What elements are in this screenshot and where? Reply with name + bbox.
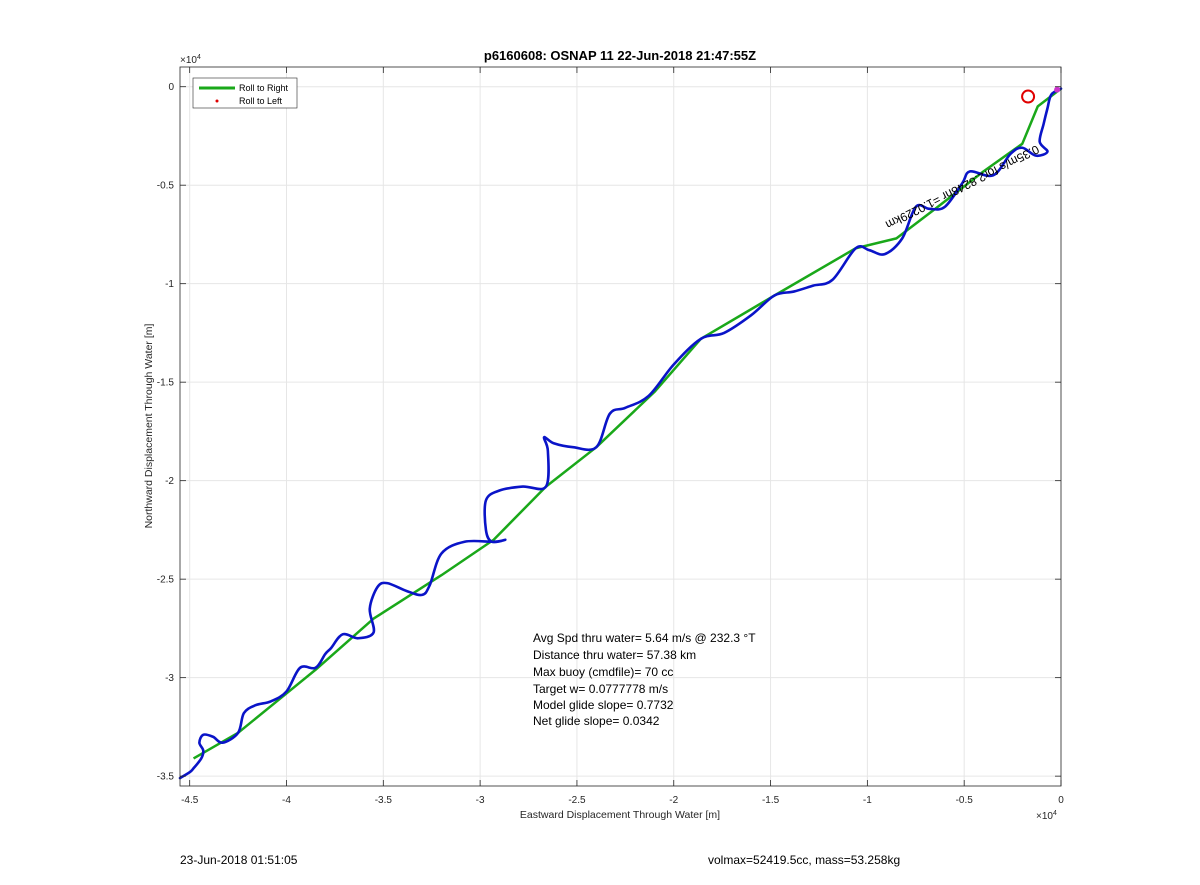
x-tick-label: -4 xyxy=(282,795,291,806)
y-tick-label: 0 xyxy=(168,82,174,93)
x-tick-label: -2 xyxy=(669,795,678,806)
legend-label-left: Roll to Left xyxy=(239,96,283,106)
legend-box xyxy=(192,77,298,109)
y-tick-label: -1 xyxy=(165,279,174,290)
footer-info: volmax=52419.5cc, mass=53.258kg xyxy=(708,853,901,867)
annotation-line: Distance thru water= 57.38 km xyxy=(533,648,696,662)
footer-timestamp: 23-Jun-2018 01:51:05 xyxy=(180,853,298,867)
x-tick-label: -4.5 xyxy=(181,795,199,806)
annotation-line: Avg Spd thru water= 5.64 m/s @ 232.3 °T xyxy=(533,631,756,645)
series-layer xyxy=(178,87,1063,780)
stats-annotation: Avg Spd thru water= 5.64 m/s @ 232.3 °T … xyxy=(533,631,756,728)
x-multiplier: ×104 xyxy=(1036,810,1057,822)
x-tick-label: -1 xyxy=(863,795,872,806)
x-tick-label: -3.5 xyxy=(375,795,393,806)
magenta-marker xyxy=(1054,86,1061,93)
axes-box xyxy=(179,66,1062,787)
series-line-roll-right xyxy=(192,87,1062,760)
x-tick-label: -0.5 xyxy=(956,795,974,806)
x-tick-label: -3 xyxy=(476,795,485,806)
y-tick-label: -2 xyxy=(165,476,174,487)
y-tick-label: -3 xyxy=(165,673,174,684)
x-tick-label: -2.5 xyxy=(568,795,586,806)
y-multiplier: ×104 xyxy=(180,54,201,66)
legend-label-right: Roll to Right xyxy=(239,83,289,93)
annotation-line: Max buoy (cmdfile)= 70 cc xyxy=(533,665,673,679)
y-tick-label: -3.5 xyxy=(157,772,175,783)
y-tick-label: -0.5 xyxy=(157,181,175,192)
series-line-track xyxy=(178,87,1063,780)
x-tick-label: -1.5 xyxy=(762,795,780,806)
y-tick-label: -2.5 xyxy=(157,575,175,586)
x-ticks: -4.5 -4 -3.5 -3 -2.5 -2 -1.5 -1 -0.5 0 xyxy=(181,67,1064,806)
legend: Roll to Right Roll to Left xyxy=(192,77,298,109)
y-ticks: 0 -0.5 -1 -1.5 -2 -2.5 -3 -3.5 xyxy=(157,82,1061,783)
marker-layer xyxy=(1021,86,1061,104)
y-axis-label: Northward Displacement Through Water [m] xyxy=(143,324,155,529)
x-tick-label: 0 xyxy=(1058,795,1064,806)
annotation-line: Model glide slope= 0.7732 xyxy=(533,698,674,712)
y-tick-label: -1.5 xyxy=(157,378,175,389)
legend-dot-icon xyxy=(215,99,219,103)
x-axis-label: Eastward Displacement Through Water [m] xyxy=(520,809,720,821)
chart-title: p6160608: OSNAP 11 22-Jun-2018 21:47:55Z xyxy=(484,48,756,63)
plot-area xyxy=(180,67,1061,786)
circle-marker xyxy=(1021,89,1036,104)
annotation-line: Target w= 0.0777778 m/s xyxy=(533,682,668,696)
annotation-line: Net glide slope= 0.0342 xyxy=(533,714,660,728)
